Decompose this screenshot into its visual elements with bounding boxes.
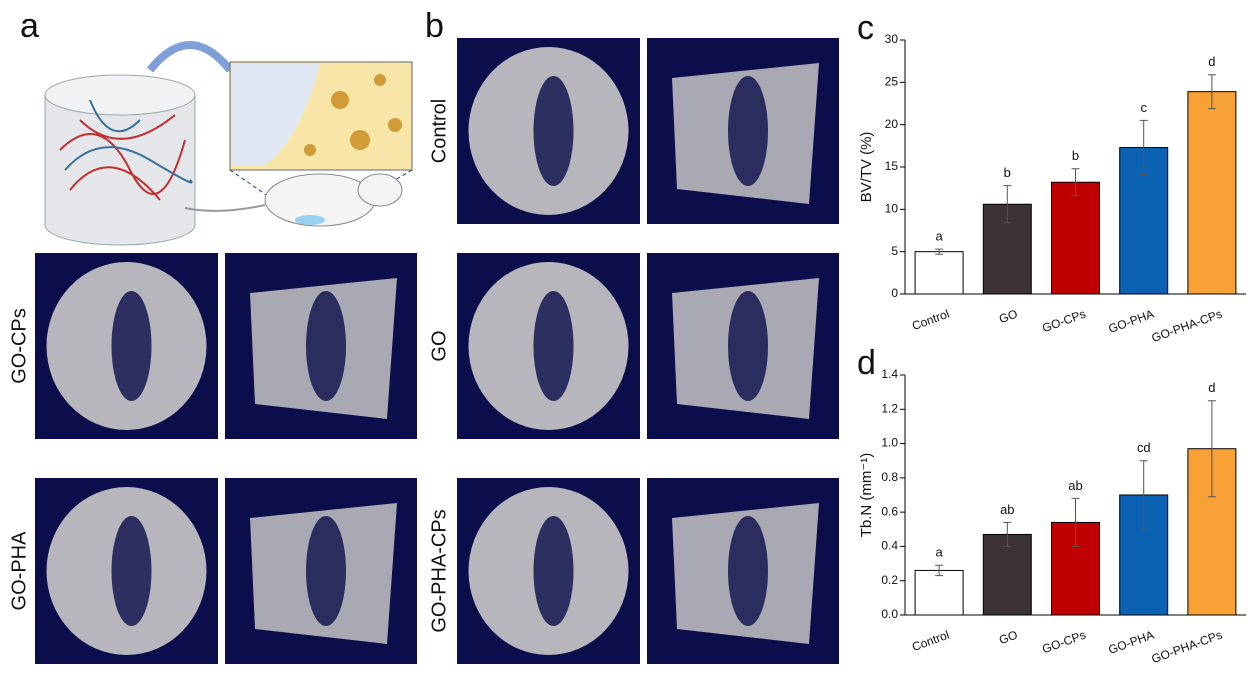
pores (728, 516, 768, 626)
row-label: Control (428, 99, 450, 163)
x-tick-label: GO-PHA (1107, 628, 1156, 657)
pores (112, 516, 152, 626)
significance-letter: b (1004, 165, 1011, 180)
significance-letter: ab (1068, 478, 1082, 493)
pores (306, 516, 346, 626)
y-tick-label: 0.2 (881, 573, 898, 587)
pores (534, 291, 574, 401)
y-tick-label: 1.2 (881, 401, 898, 415)
x-tick-label: GO (997, 307, 1019, 327)
panel-label: d (857, 344, 876, 382)
panel-label: a (20, 7, 39, 45)
bar (1188, 92, 1236, 294)
bar (1052, 182, 1100, 294)
y-tick-label: 0 (891, 286, 898, 300)
x-tick-label: Control (910, 307, 951, 333)
row-label: GO (428, 330, 450, 361)
pores (728, 76, 768, 186)
x-tick-label: GO-CPs (1040, 307, 1087, 336)
y-tick-label: 0.6 (881, 504, 898, 518)
y-axis-label: Tb.N (mm⁻¹) (858, 453, 875, 538)
figure: a b GO-CPs GO-PHA Control GO GO-PHA-CPs c 0 5 1… (0, 0, 1252, 669)
y-tick-label: 10 (885, 202, 899, 216)
x-tick-label: GO-CPs (1040, 628, 1087, 657)
significance-letter: ab (1000, 502, 1014, 517)
y-axis-label: BV/TV (%) (858, 132, 875, 203)
bar (915, 252, 963, 294)
pores (112, 291, 152, 401)
x-tick-label: GO-PHA-CPs (1150, 628, 1224, 666)
panel-label: c (857, 9, 874, 47)
y-tick-label: 20 (885, 117, 899, 131)
row-label: GO-CPs (8, 308, 30, 384)
y-tick-label: 1.0 (881, 436, 898, 450)
pores (534, 76, 574, 186)
row-label: GO-PHA (8, 531, 30, 611)
significance-letter: d (1208, 54, 1215, 69)
y-tick-label: 30 (885, 32, 899, 46)
y-tick-label: 1.4 (881, 367, 898, 381)
pores (728, 291, 768, 401)
pores (306, 291, 346, 401)
y-tick-label: 5 (891, 244, 898, 258)
x-tick-label: GO (997, 628, 1019, 648)
charts: c 0 5 10 15 20 25 30 BV/TV (%) a Control b GO b GO-CPs… (857, 9, 1246, 666)
x-tick-label: GO-PHA-CPs (1150, 307, 1224, 345)
y-tick-label: 0.4 (881, 539, 898, 553)
x-tick-label: GO-PHA (1107, 307, 1156, 336)
y-tick-label: 0.0 (881, 607, 898, 621)
significance-letter: b (1072, 148, 1079, 163)
significance-letter: c (1140, 100, 1147, 115)
significance-letter: cd (1137, 440, 1151, 455)
schematic (45, 45, 412, 245)
bar (915, 570, 963, 615)
scaffold-top (45, 75, 195, 115)
y-tick-label: 25 (885, 75, 899, 89)
arrow (150, 45, 230, 70)
significance-letter: a (935, 545, 943, 560)
y-tick-label: 15 (885, 159, 899, 173)
panel-label: b (425, 7, 444, 45)
significance-letter: a (935, 229, 943, 244)
y-tick-label: 0.8 (881, 470, 898, 484)
row-label: GO-PHA-CPs (428, 509, 450, 632)
significance-letter: d (1208, 380, 1215, 395)
pores (534, 516, 574, 626)
x-tick-label: Control (910, 628, 951, 654)
